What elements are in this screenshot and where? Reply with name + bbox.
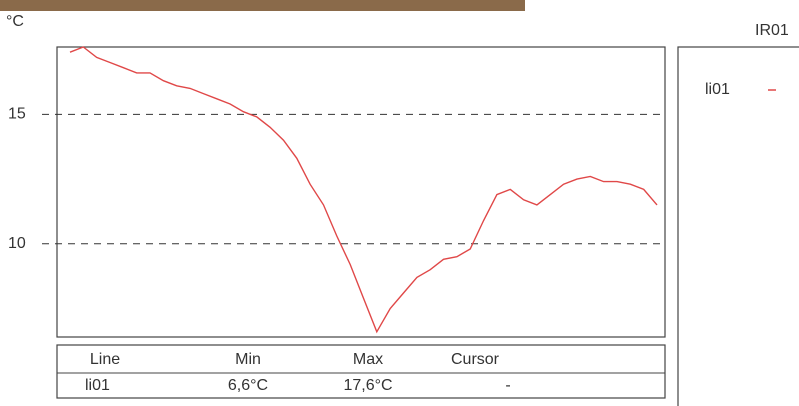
y-axis-label: °C (6, 13, 24, 30)
panel-title: IR01 (755, 22, 789, 39)
table-header: Line (90, 351, 120, 368)
stats-table (56, 344, 666, 399)
table-header: Min (235, 351, 261, 368)
y-tick-label: 10 (8, 235, 26, 252)
photo-strip (0, 0, 525, 11)
table-cell: 17,6°C (343, 377, 392, 394)
plot-frame (56, 46, 666, 338)
legend-label: li01 (705, 81, 730, 98)
legend-panel (677, 46, 799, 406)
table-cell: li01 (85, 377, 110, 394)
table-header: Cursor (451, 351, 500, 368)
table-header: Max (353, 351, 383, 368)
table-cell: 6,6°C (228, 377, 268, 394)
table-cell: - (505, 377, 510, 394)
series-line (69, 46, 658, 334)
y-tick-label: 15 (8, 106, 26, 123)
